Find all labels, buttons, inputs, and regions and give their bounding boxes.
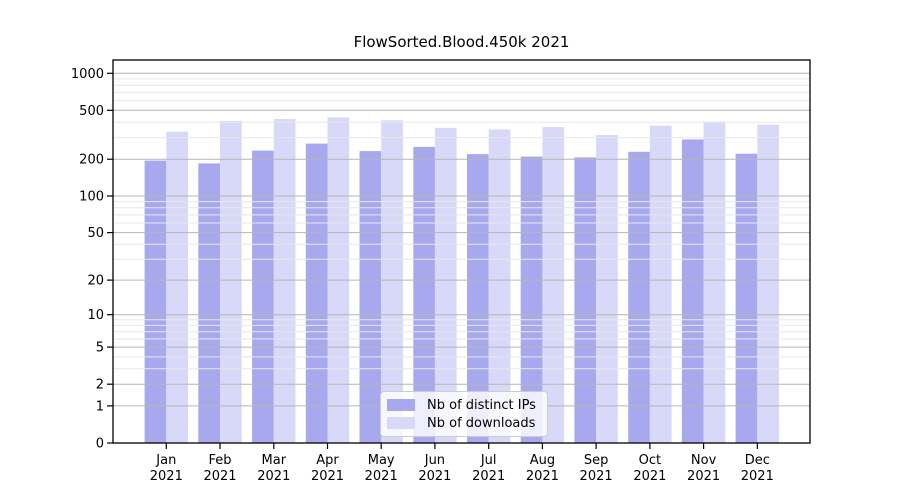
bar-distinct-ips-feb <box>198 163 220 443</box>
x-tick-label-sep: Sep 2021 <box>580 453 613 484</box>
bar-distinct-ips-mar <box>252 150 274 443</box>
bar-distinct-ips-may <box>359 151 382 443</box>
y-tick-label-50: 50 <box>87 226 104 241</box>
legend-label-downloads: Nb of downloads <box>427 415 536 431</box>
y-tick-label-10: 10 <box>87 308 104 323</box>
bar-downloads-dec <box>757 124 779 443</box>
bar-downloads-may <box>381 120 403 444</box>
x-tick-label-mar: Mar 2021 <box>257 453 290 484</box>
x-tick-label-may: May 2021 <box>365 453 398 484</box>
bar-distinct-ips-dec <box>735 153 758 443</box>
x-tick-label-jul: Jul 2021 <box>472 453 505 484</box>
y-tick-label-200: 200 <box>79 153 104 168</box>
legend-label-distinct-ips: Nb of distinct IPs <box>427 397 536 413</box>
chart-title: FlowSorted.Blood.450k 2021 <box>353 33 570 51</box>
bar-downloads-nov <box>703 121 726 443</box>
plot-border <box>112 59 811 444</box>
y-tick-label-100: 100 <box>79 190 104 205</box>
bar-distinct-ips-apr <box>305 143 328 443</box>
x-tick-label-jun: Jun 2021 <box>418 453 451 484</box>
bar-distinct-ips-oct <box>628 151 650 444</box>
downloads-swatch <box>387 417 415 429</box>
bar-distinct-ips-jan <box>144 160 167 443</box>
x-tick-label-oct: Oct 2021 <box>633 453 666 484</box>
bar-distinct-ips-aug <box>520 156 543 443</box>
bar-downloads-oct <box>649 125 672 443</box>
bar-distinct-ips-jul <box>467 154 489 443</box>
y-tick-label-5: 5 <box>96 341 104 356</box>
legend-item-distinct-ips: Nb of distinct IPs <box>387 396 539 414</box>
bar-downloads-aug <box>542 127 565 443</box>
x-tick-label-nov: Nov 2021 <box>687 453 720 484</box>
y-tick-label-1000: 1000 <box>71 67 104 82</box>
y-tick-label-0: 0 <box>96 437 104 452</box>
legend-item-downloads: Nb of downloads <box>387 414 539 432</box>
x-tick-label-apr: Apr 2021 <box>311 453 344 484</box>
bar-downloads-mar <box>273 119 296 443</box>
y-tick-label-1: 1 <box>96 399 104 414</box>
bar-downloads-sep <box>596 135 618 443</box>
bar-downloads-jun <box>434 127 457 444</box>
bar-distinct-ips-sep <box>574 157 597 443</box>
x-tick-label-feb: Feb 2021 <box>203 453 236 484</box>
bar-downloads-feb <box>220 120 242 444</box>
x-tick-label-aug: Aug 2021 <box>526 453 559 484</box>
distinct-ips-swatch <box>387 399 415 411</box>
x-tick-label-jan: Jan 2021 <box>150 453 183 484</box>
y-tick-label-2: 2 <box>96 378 104 393</box>
y-tick-label-20: 20 <box>87 274 104 289</box>
bar-distinct-ips-nov <box>681 139 704 443</box>
x-tick-label-dec: Dec 2021 <box>741 453 774 484</box>
bar-downloads-jan <box>166 131 188 443</box>
y-tick-label-500: 500 <box>79 104 104 119</box>
legend: Nb of distinct IPs Nb of downloads <box>380 391 548 437</box>
